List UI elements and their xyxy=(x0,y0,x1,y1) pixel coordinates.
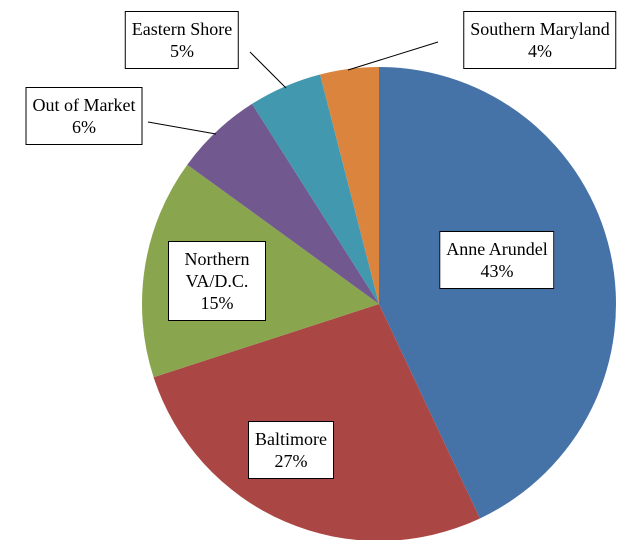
value-label: 4% xyxy=(527,41,552,61)
pie-slice xyxy=(252,74,379,304)
category-label: Anne Arundel xyxy=(446,239,548,259)
value-label: 27% xyxy=(274,451,308,471)
category-label: Baltimore xyxy=(255,429,327,449)
category-label: Out of Market xyxy=(32,95,136,115)
pie-slice xyxy=(320,67,379,304)
pie-slice xyxy=(379,67,616,519)
category-label: Northern VA/D.C. xyxy=(184,249,250,291)
value-label: 43% xyxy=(480,261,514,281)
data-label: Northern VA/D.C. 15% xyxy=(168,241,266,321)
data-label: Out of Market 6% xyxy=(25,87,143,145)
value-label: 6% xyxy=(71,117,96,137)
value-label: 15% xyxy=(200,293,234,313)
value-label: 5% xyxy=(170,41,194,61)
category-label: Eastern Shore xyxy=(131,19,233,39)
data-label: Southern Maryland 4% xyxy=(463,11,617,69)
data-label: Eastern Shore 5% xyxy=(124,11,240,69)
pie-slice xyxy=(187,103,379,304)
leader-line xyxy=(347,41,439,71)
data-label: Anne Arundel 43% xyxy=(439,231,555,289)
leader-line xyxy=(147,121,217,135)
leader-line xyxy=(249,51,287,89)
category-label: Southern Maryland xyxy=(470,19,610,39)
data-label: Baltimore 27% xyxy=(248,421,334,479)
